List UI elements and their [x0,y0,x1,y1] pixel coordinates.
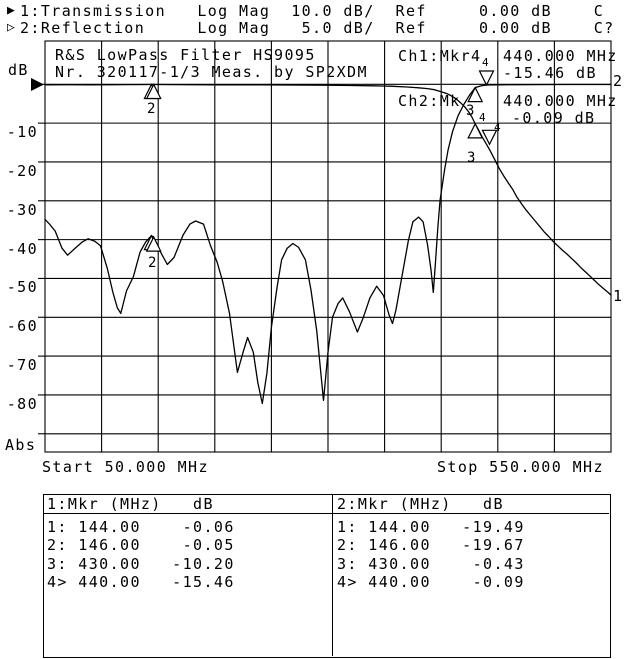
ch1-marker-sub: 4 [482,56,490,69]
y-tick-label: -20 [6,161,38,180]
trace2-end-label: 2 [613,72,624,90]
svg-text:3: 3 [466,103,474,119]
marker-tables-divider [332,494,333,656]
trace1-readout: 1:Transmission Log Mag 10.0 dB/ Ref 0.00… [20,2,605,20]
ch1-marker-freq: 440.000 MHz [503,47,618,65]
y-tick-label: -40 [6,239,38,258]
marker-table-1-header: 1:Mkr (MHz) dB [47,495,214,513]
y-axis-unit-label: dB [8,61,29,79]
y-tick-label: -60 [6,317,38,336]
svg-text:2: 2 [148,255,156,271]
svg-text:3: 3 [467,150,475,166]
x-axis-start-label: Start 50.000 MHz [42,458,209,476]
y-axis-mode-label: Abs [5,436,37,454]
trace2-readout: 2:Reflection Log Mag 5.0 dB/ Ref 0.00 dB… [20,19,615,37]
trace1-active-icon: ▶ [7,3,15,18]
y-tick-label: -10 [6,123,38,142]
marker-table-1-rows: 1: 144.00 -0.06 2: 146.00 -0.05 3: 430.0… [47,518,235,591]
ch1-marker-label: Ch1:Mkr4 [398,47,482,65]
ch2-marker-value: -0.09 dB [512,109,596,127]
y-tick-label: -70 [6,356,38,375]
marker-table-2-header: 2:Mkr (MHz) dB [337,495,504,513]
svg-text:2: 2 [147,101,155,117]
svg-text:4: 4 [494,121,501,134]
device-subtitle: Nr. 320117-1/3 Meas. by SP2XDM [55,63,368,81]
ch1-marker-value: -15.46 dB [503,64,597,82]
svg-text:4: 4 [479,111,486,124]
device-title: R&S LowPass Filter HS9095 [55,46,316,64]
x-axis-stop-label: Stop 550.000 MHz [437,458,604,476]
trace1-end-label: 1 [613,287,624,305]
ch2-marker-freq: 440.000 MHz [503,92,618,110]
y-tick-label: -80 [6,394,38,413]
ch2-marker-label: Ch2:Mk [398,92,461,110]
marker-tables-box [43,494,611,658]
y-tick-label: -50 [6,278,38,297]
marker-tables-header-rule [44,513,609,514]
ref-level-arrow-icon [31,78,44,91]
marker-table-2-rows: 1: 144.00 -19.49 2: 146.00 -19.67 3: 430… [337,518,525,591]
trace2-active-icon: ▷ [7,20,15,35]
y-tick-label: -30 [6,200,38,219]
